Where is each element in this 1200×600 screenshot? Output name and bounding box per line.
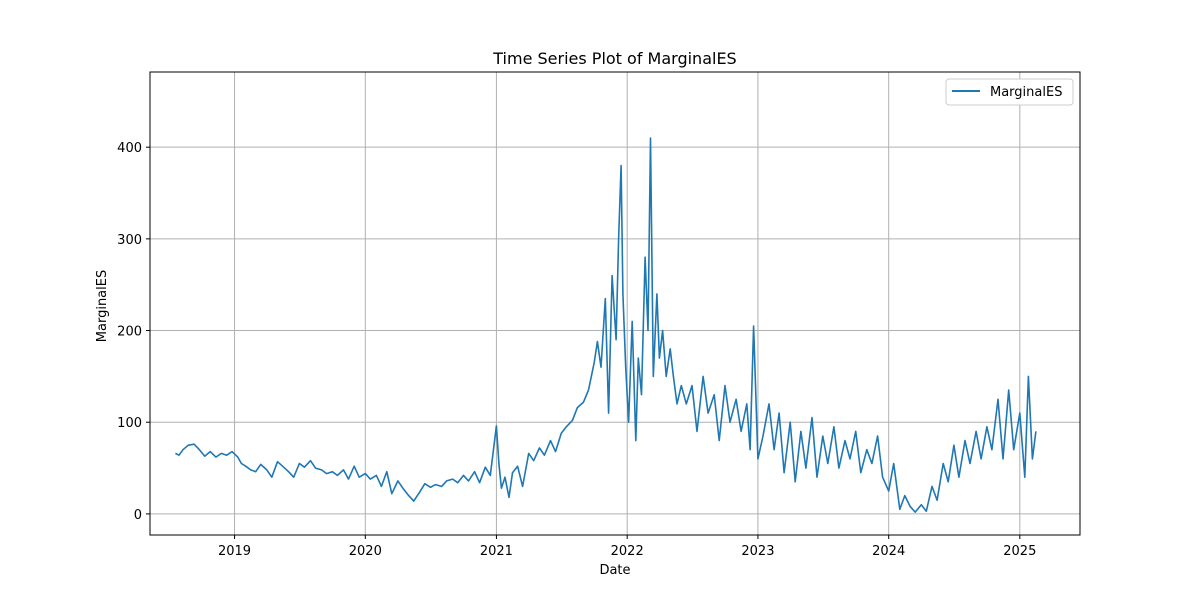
- y-tick-label: 300: [117, 233, 142, 248]
- x-tick-label: 2022: [611, 544, 644, 559]
- y-tick-label: 0: [134, 508, 142, 523]
- y-axis-label: MarginalES: [95, 270, 110, 342]
- chart-title: Time Series Plot of MarginalES: [492, 49, 736, 68]
- series-layer: [175, 137, 1037, 513]
- y-tick-label: 200: [117, 325, 142, 340]
- x-tick-label: 2020: [349, 544, 382, 559]
- x-axis: 2019 2020 2021 2022 2023 2024 2025: [218, 535, 1036, 559]
- y-axis: 0 100 200 300 400: [117, 141, 150, 523]
- x-axis-label: Date: [599, 563, 630, 578]
- x-tick-label: 2025: [1003, 544, 1036, 559]
- x-tick-label: 2024: [872, 544, 905, 559]
- y-tick-label: 100: [117, 416, 142, 431]
- legend-box: [945, 78, 1074, 106]
- grid-lines: [150, 72, 1080, 535]
- plot-frame: [149, 71, 1081, 536]
- legend: MarginalES: [945, 78, 1074, 106]
- x-tick-label: 2023: [741, 544, 774, 559]
- series-line-marginales: [175, 137, 1037, 513]
- legend-label-marginales: MarginalES: [990, 85, 1062, 100]
- x-tick-label: 2021: [480, 544, 513, 559]
- y-tick-label: 400: [117, 141, 142, 156]
- x-tick-label: 2019: [218, 544, 251, 559]
